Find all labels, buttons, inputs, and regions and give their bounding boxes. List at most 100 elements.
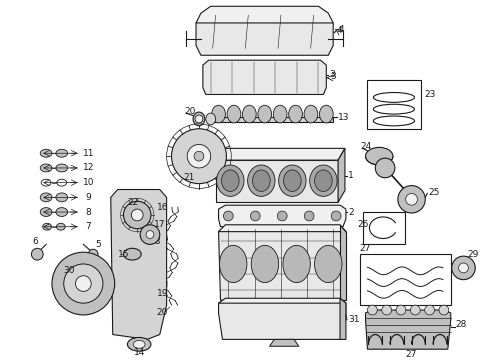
Text: 16: 16: [157, 203, 169, 212]
Text: 8: 8: [85, 208, 91, 217]
Circle shape: [195, 115, 203, 123]
Circle shape: [187, 144, 211, 168]
Text: 27: 27: [360, 244, 371, 253]
Text: 4: 4: [336, 26, 342, 35]
Polygon shape: [216, 160, 338, 202]
Circle shape: [398, 186, 425, 213]
Ellipse shape: [310, 165, 337, 196]
Ellipse shape: [247, 165, 275, 196]
Ellipse shape: [319, 105, 333, 123]
Circle shape: [172, 129, 226, 184]
Circle shape: [131, 209, 143, 221]
Ellipse shape: [212, 105, 225, 123]
Ellipse shape: [251, 246, 279, 283]
Ellipse shape: [368, 305, 377, 315]
Circle shape: [75, 276, 91, 291]
Polygon shape: [219, 227, 346, 300]
Text: 19: 19: [157, 289, 169, 298]
Text: 27: 27: [405, 350, 416, 359]
Circle shape: [140, 225, 160, 244]
Text: 20: 20: [157, 309, 168, 318]
Polygon shape: [216, 148, 345, 160]
Text: 29: 29: [467, 250, 479, 259]
Circle shape: [64, 264, 103, 303]
Ellipse shape: [273, 105, 287, 123]
Text: 21: 21: [183, 173, 195, 182]
Ellipse shape: [40, 149, 52, 157]
Ellipse shape: [56, 223, 65, 230]
Ellipse shape: [439, 305, 449, 315]
Text: 1: 1: [348, 171, 354, 180]
Text: 13: 13: [338, 113, 349, 122]
Circle shape: [88, 249, 98, 259]
Ellipse shape: [425, 305, 435, 315]
Polygon shape: [219, 300, 346, 339]
Circle shape: [194, 151, 204, 161]
Text: 15: 15: [118, 250, 129, 259]
Circle shape: [31, 248, 43, 260]
Ellipse shape: [40, 208, 52, 216]
Text: 24: 24: [361, 142, 372, 151]
Ellipse shape: [43, 223, 51, 230]
Text: 26: 26: [358, 220, 369, 229]
Polygon shape: [211, 117, 333, 122]
Ellipse shape: [396, 305, 406, 315]
Ellipse shape: [382, 305, 392, 315]
Ellipse shape: [217, 165, 244, 196]
Ellipse shape: [258, 105, 271, 123]
Circle shape: [250, 211, 260, 221]
Ellipse shape: [133, 341, 145, 348]
Ellipse shape: [206, 113, 216, 125]
Ellipse shape: [304, 105, 318, 123]
Text: 31: 31: [348, 315, 359, 324]
Text: 10: 10: [82, 178, 94, 187]
Text: 2: 2: [348, 208, 353, 217]
Text: 18: 18: [150, 237, 162, 246]
Polygon shape: [338, 148, 345, 202]
Ellipse shape: [127, 337, 151, 351]
Polygon shape: [219, 225, 346, 231]
Ellipse shape: [123, 248, 141, 260]
Text: 4: 4: [339, 25, 344, 34]
Ellipse shape: [56, 164, 68, 172]
Ellipse shape: [221, 170, 239, 192]
Circle shape: [304, 211, 314, 221]
Text: 3: 3: [330, 72, 336, 81]
Ellipse shape: [284, 170, 301, 192]
Circle shape: [406, 193, 417, 205]
Text: 22: 22: [127, 198, 139, 207]
Polygon shape: [196, 6, 333, 23]
Ellipse shape: [227, 105, 241, 123]
Ellipse shape: [411, 305, 420, 315]
Text: 20: 20: [184, 107, 196, 116]
Polygon shape: [270, 339, 299, 346]
Ellipse shape: [243, 105, 256, 123]
Circle shape: [331, 211, 341, 221]
Text: 7: 7: [85, 222, 91, 231]
Ellipse shape: [283, 246, 310, 283]
Ellipse shape: [40, 164, 52, 172]
Text: 12: 12: [82, 163, 94, 172]
Text: 11: 11: [82, 149, 94, 158]
Text: 30: 30: [64, 266, 75, 275]
Text: 3: 3: [329, 70, 335, 79]
Circle shape: [452, 256, 475, 280]
Circle shape: [375, 158, 395, 178]
Polygon shape: [111, 189, 167, 339]
Ellipse shape: [315, 246, 342, 283]
Ellipse shape: [315, 170, 332, 192]
Polygon shape: [340, 298, 346, 339]
Text: 14: 14: [133, 348, 145, 357]
Circle shape: [123, 201, 151, 229]
Ellipse shape: [366, 147, 393, 165]
Text: 5: 5: [95, 240, 101, 249]
Ellipse shape: [220, 246, 247, 283]
Ellipse shape: [252, 170, 270, 192]
Polygon shape: [203, 60, 326, 94]
Circle shape: [459, 263, 468, 273]
Polygon shape: [366, 310, 451, 349]
Circle shape: [52, 252, 115, 315]
Text: 17: 17: [154, 220, 166, 229]
Ellipse shape: [56, 149, 68, 157]
Polygon shape: [340, 225, 346, 300]
